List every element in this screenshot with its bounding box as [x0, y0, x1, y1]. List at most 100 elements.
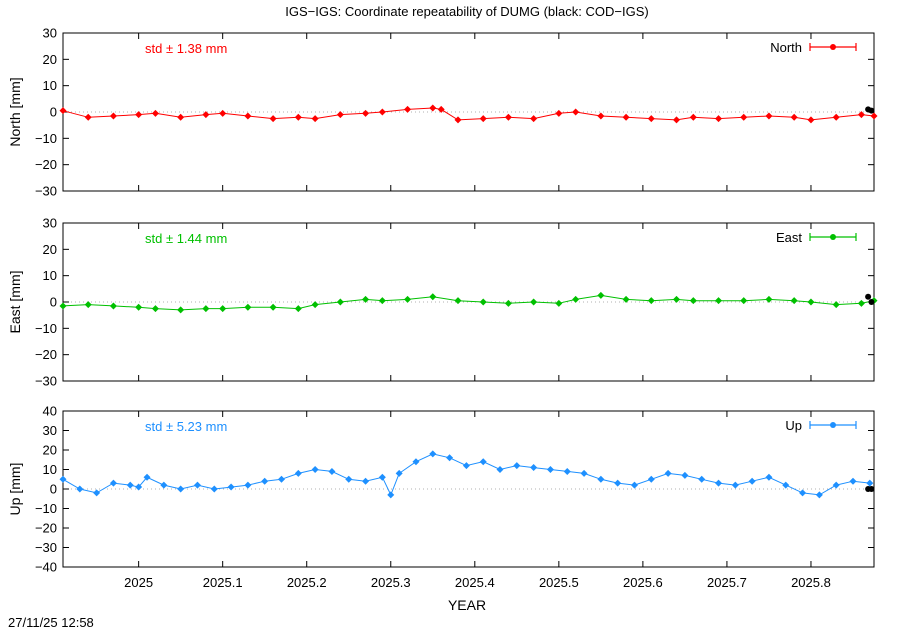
plot-frame [62, 32, 875, 192]
y-tick-label: 0 [50, 105, 57, 120]
data-point [479, 298, 487, 306]
data-point [597, 112, 605, 120]
data-point [630, 481, 638, 489]
data-point [378, 473, 386, 481]
data-point [336, 111, 344, 119]
data-point [530, 115, 538, 123]
data-point [412, 458, 420, 466]
y-tick-label: 20 [43, 443, 57, 458]
data-point [261, 477, 269, 485]
data-point [59, 107, 67, 115]
data-point [404, 105, 412, 113]
data-point [294, 305, 302, 313]
data-point [673, 116, 681, 124]
data-point [479, 458, 487, 466]
legend-marker [830, 234, 836, 240]
std-label: std ± 5.23 mm [145, 419, 227, 434]
plot-frame [62, 410, 875, 568]
data-point [294, 113, 302, 121]
data-point [807, 298, 815, 306]
x-tick-label: 2025.4 [455, 575, 495, 590]
y-tick-label: −20 [35, 157, 57, 172]
data-point [681, 471, 689, 479]
data-point [328, 467, 336, 475]
data-point [765, 295, 773, 303]
data-point [395, 469, 403, 477]
y-tick-label: 0 [50, 482, 57, 497]
data-point [227, 483, 235, 491]
data-point [143, 473, 151, 481]
data-point [689, 297, 697, 305]
data-point [151, 305, 159, 313]
series-line [62, 294, 875, 311]
data-point [504, 113, 512, 121]
x-tick-label: 2025 [124, 575, 153, 590]
data-point [454, 297, 462, 305]
data-point [109, 479, 117, 487]
x-axis-label: YEAR [448, 597, 486, 613]
legend-label: North [770, 40, 802, 55]
data-point [177, 485, 185, 493]
data-point [647, 475, 655, 483]
data-point [462, 462, 470, 470]
timestamp: 27/11/25 12:58 [8, 615, 94, 630]
data-point [378, 108, 386, 116]
data-point [622, 113, 630, 121]
data-point [84, 113, 92, 121]
data-point [126, 481, 134, 489]
data-point [202, 111, 210, 119]
y-tick-label: −40 [35, 560, 57, 575]
x-tick-label: 2025.1 [203, 575, 243, 590]
data-point [109, 112, 117, 120]
data-point [866, 479, 874, 487]
data-point [387, 491, 395, 499]
data-point [59, 475, 67, 483]
data-point [362, 477, 370, 485]
data-point [202, 305, 210, 313]
cod-point [868, 299, 875, 305]
data-point [563, 467, 571, 475]
y-tick-label: 30 [43, 216, 57, 231]
legend-marker [830, 44, 836, 50]
legend-label: Up [785, 418, 802, 433]
y-tick-label: 10 [43, 268, 57, 283]
data-point [269, 303, 277, 311]
data-point [555, 299, 563, 307]
cod-point [868, 107, 875, 114]
data-point [614, 479, 622, 487]
data-point [530, 464, 538, 472]
data-point [210, 485, 218, 493]
y-tick-label: −10 [35, 501, 57, 516]
data-point [59, 302, 67, 310]
data-point [429, 450, 437, 458]
y-tick-label: 30 [43, 423, 57, 438]
x-tick-label: 2025.6 [623, 575, 663, 590]
data-point [740, 297, 748, 305]
std-label: std ± 1.38 mm [145, 41, 227, 56]
data-point [437, 105, 445, 113]
data-point [572, 108, 580, 116]
data-point [664, 469, 672, 477]
data-point [689, 113, 697, 121]
x-tick-label: 2025.5 [539, 575, 579, 590]
data-point [269, 115, 277, 123]
data-point [513, 462, 521, 470]
data-point [832, 301, 840, 309]
data-point [160, 481, 168, 489]
data-point [832, 481, 840, 489]
data-point [311, 466, 319, 473]
panels-group: −30 −20 −10 0 10 20 30 North [mm] std ± 1.38 mm N… [7, 26, 878, 590]
data-point [597, 475, 605, 483]
std-label: std ± 1.44 mm [145, 231, 227, 246]
data-point [807, 116, 815, 124]
y-tick-label: 0 [50, 295, 57, 310]
data-point [93, 489, 101, 497]
data-point [782, 481, 790, 489]
y-tick-label: 40 [43, 404, 57, 419]
data-point [715, 479, 723, 487]
data-point [193, 481, 201, 489]
data-point [429, 293, 437, 301]
data-point [857, 299, 865, 307]
data-point [244, 303, 252, 311]
data-point [177, 306, 185, 314]
